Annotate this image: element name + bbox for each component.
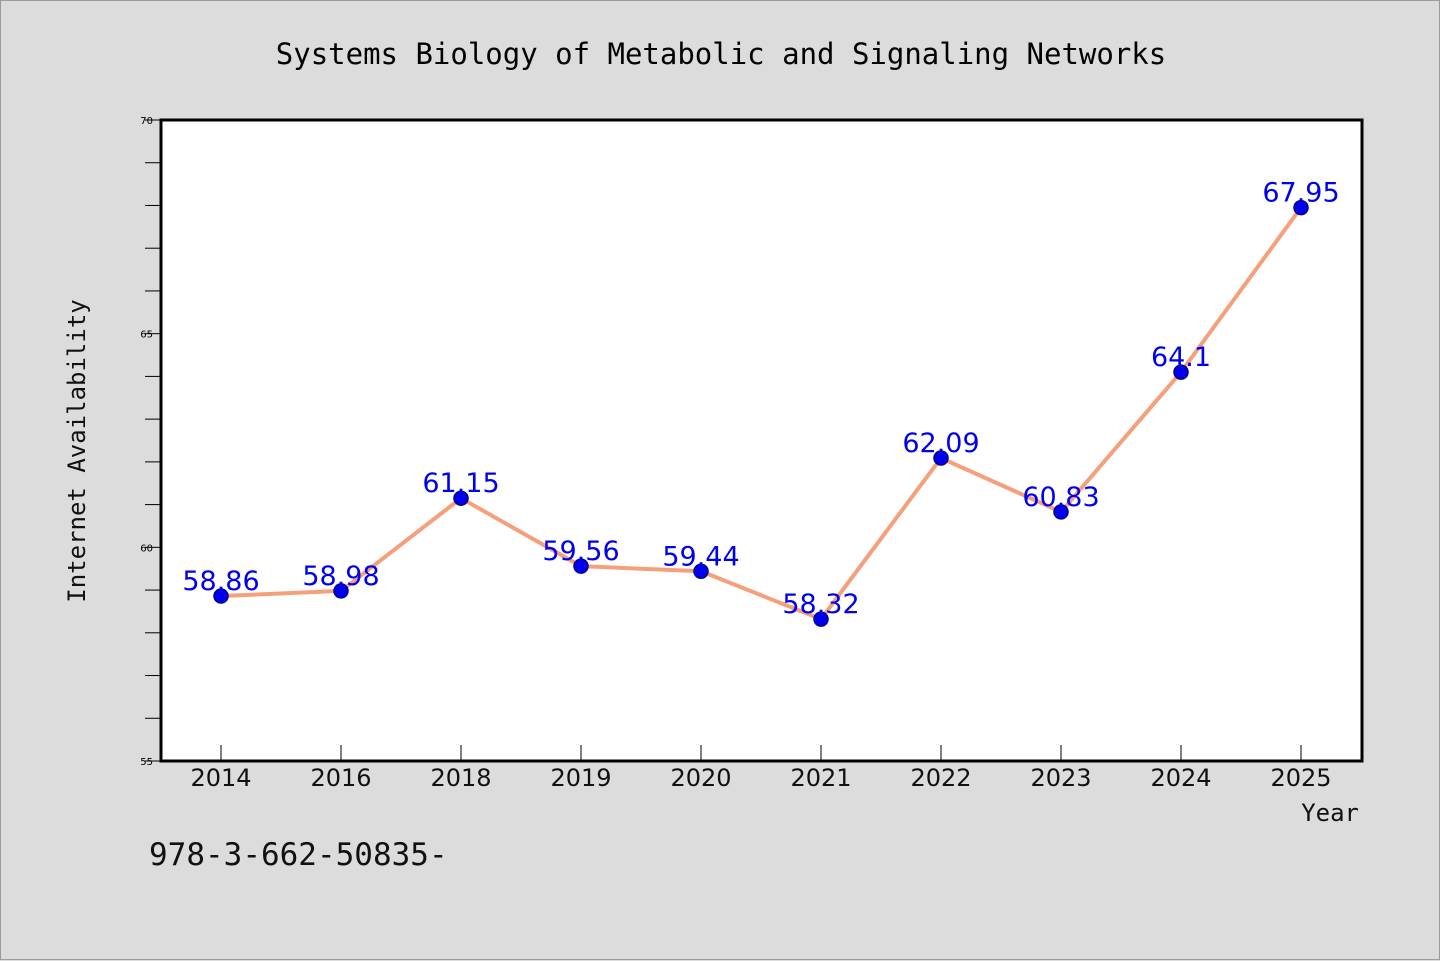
data-labels: 58.86 58.98 61.15 59.56 59.44 58.32 62.09 60.83… — [182, 178, 1339, 621]
x-axis-ticks: 2014 2016 2018 2019 2020 2021 2022 2023 2024 2025 — [190, 745, 1332, 792]
x-tick-label: 2021 — [790, 764, 851, 792]
data-point-label: 58.32 — [782, 589, 859, 620]
data-point-marker — [573, 558, 589, 574]
data-point-label: 60.83 — [1022, 482, 1099, 513]
plot-frame — [159, 118, 1364, 763]
chart-title: Systems Biology of Metabolic and Signali… — [276, 37, 1166, 71]
data-point-label: 59.56 — [542, 536, 619, 567]
data-point-marker — [1173, 364, 1189, 380]
x-tick-label: 2025 — [1270, 764, 1331, 792]
x-tick-label: 2024 — [1150, 764, 1211, 792]
series-line — [220, 206, 1303, 622]
data-point-label: 61.15 — [422, 468, 499, 499]
x-tick-label: 2018 — [430, 764, 491, 792]
data-point-marker — [813, 611, 829, 627]
data-point-label: 62.09 — [902, 428, 979, 459]
data-point-marker — [333, 583, 349, 599]
x-tick-label: 2019 — [550, 764, 611, 792]
data-point-label: 67.95 — [1262, 178, 1339, 209]
data-point-marker — [933, 450, 949, 466]
y-axis-label: Internet Availability — [63, 299, 91, 602]
data-point-marker — [213, 588, 229, 604]
series-markers — [213, 199, 1309, 627]
y-tick-label: 70 — [140, 116, 153, 127]
data-point-marker — [453, 490, 469, 506]
data-point-marker — [1053, 504, 1069, 520]
y-tick-label: 55 — [140, 757, 153, 768]
x-tick-label: 2014 — [190, 764, 251, 792]
data-point-label: 59.44 — [662, 541, 739, 572]
x-axis-label: Year — [1301, 799, 1359, 827]
plot-area — [161, 120, 1362, 761]
data-point-marker — [693, 563, 709, 580]
y-tick-label: 65 — [140, 330, 153, 341]
x-tick-label: 2020 — [670, 764, 731, 792]
y-tick-label: 60 — [140, 543, 153, 554]
data-point-label: 58.86 — [182, 566, 259, 597]
x-tick-label: 2016 — [310, 764, 371, 792]
data-point-label: 58.98 — [302, 561, 379, 592]
footer-isbn-text: 978-3-662-50835- — [149, 837, 448, 873]
y-axis-ticks: 55 60 65 70 — [140, 116, 161, 768]
series-line-group — [220, 206, 1303, 622]
data-point-label: 64.1 — [1151, 342, 1211, 373]
x-tick-label: 2023 — [1030, 764, 1091, 792]
x-tick-label: 2022 — [910, 764, 971, 792]
data-point-marker — [1293, 199, 1309, 216]
